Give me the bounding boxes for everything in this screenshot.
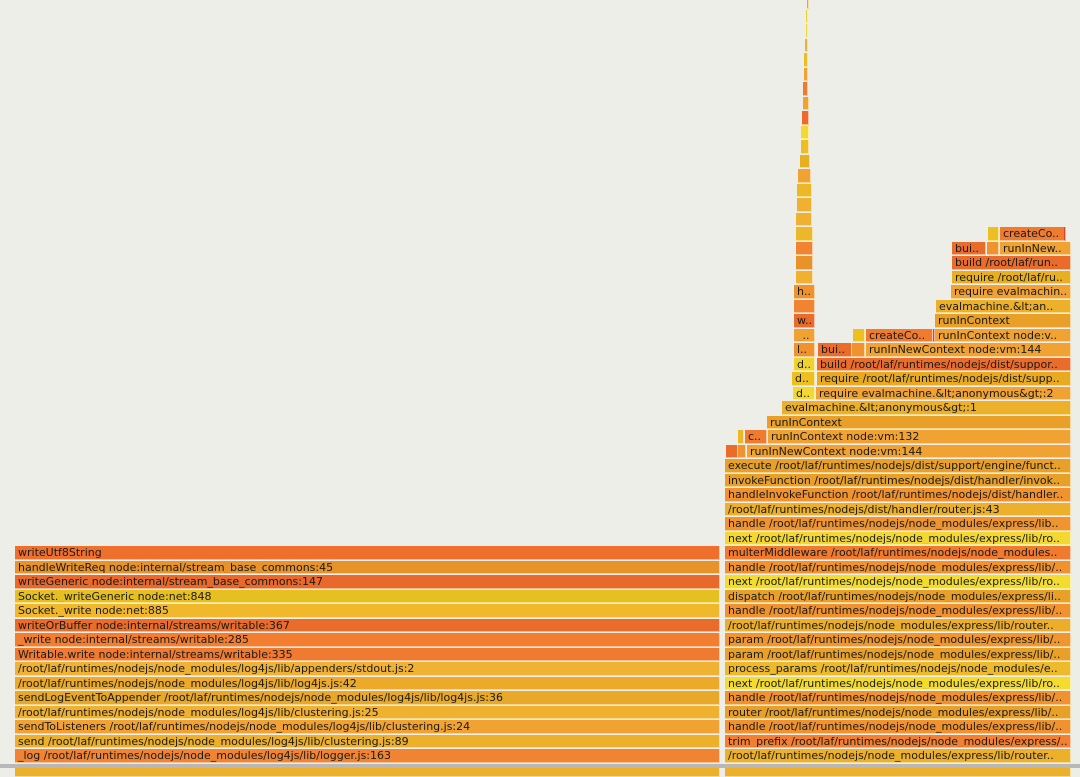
flame-frame[interactable]: handle /root/laf/runtimes/nodejs/node_mo… <box>725 691 1071 705</box>
flame-frame[interactable]: router /root/laf/runtimes/nodejs/node_mo… <box>725 706 1071 720</box>
flame-frame[interactable] <box>796 227 813 241</box>
flame-frame[interactable]: d.. <box>794 358 815 372</box>
flame-frame[interactable]: require /root/laf/runtimes/nodejs/dist/s… <box>817 372 1071 386</box>
flame-frame[interactable]: /root/laf/runtimes/nodejs/node_modules/e… <box>725 749 1071 763</box>
flame-frame[interactable]: require /root/laf/ru.. <box>952 271 1071 285</box>
flame-frame[interactable]: require evalmachin.. <box>951 285 1071 299</box>
flame-frame[interactable]: _.. <box>794 329 815 343</box>
flame-frame[interactable]: /root/laf/runtimes/nodejs/dist/handler/r… <box>725 503 1071 517</box>
flame-frame[interactable] <box>797 184 812 198</box>
horizontal-scrollbar[interactable] <box>0 764 1080 768</box>
flame-frame[interactable]: next /root/laf/runtimes/nodejs/node_modu… <box>725 575 1071 589</box>
flame-frame[interactable] <box>807 0 809 9</box>
flame-frame[interactable]: build /root/laf/runtimes/nodejs/dist/sup… <box>817 358 1071 372</box>
flame-frame[interactable]: evalmachine.&lt;an.. <box>936 300 1071 314</box>
flame-frame[interactable] <box>806 24 808 38</box>
flame-frame[interactable]: handleWriteReq node:internal/stream_base… <box>15 561 720 575</box>
flame-frame[interactable] <box>803 82 808 96</box>
flame-frame[interactable] <box>803 97 809 111</box>
flame-frame[interactable]: _log /root/laf/runtimes/nodejs/node_modu… <box>15 749 720 763</box>
flame-frame[interactable]: /root/laf/runtimes/nodejs/node_modules/l… <box>15 677 720 691</box>
flame-frame[interactable] <box>853 329 865 343</box>
flame-frame[interactable]: send /root/laf/runtimes/nodejs/node_modu… <box>15 735 720 749</box>
flame-frame[interactable]: l.. <box>794 343 815 357</box>
flame-frame[interactable]: c.. <box>745 430 767 444</box>
flame-frame[interactable]: trim_prefix /root/laf/runtimes/nodejs/no… <box>725 735 1071 749</box>
flame-frame[interactable]: d.. <box>792 372 815 386</box>
flame-frame[interactable]: sendLogEventToAppender /root/laf/runtime… <box>15 691 720 705</box>
flame-frame[interactable]: require evalmachine.&lt;anonymous&gt;:2 <box>816 387 1071 401</box>
flame-frame[interactable] <box>988 227 999 241</box>
flame-frame[interactable]: runInNew.. <box>1000 242 1071 256</box>
flame-frame[interactable] <box>800 155 810 169</box>
flame-frame[interactable]: runInContext <box>767 416 1071 430</box>
flame-frame[interactable]: Socket._write node:net:885 <box>15 604 720 618</box>
flame-frame[interactable]: build /root/laf/run.. <box>952 256 1071 270</box>
flame-frame[interactable] <box>987 242 999 256</box>
flame-frame[interactable] <box>1064 227 1066 241</box>
flame-frame[interactable] <box>796 242 813 256</box>
flame-frame[interactable] <box>738 445 746 459</box>
flame-frame[interactable]: next /root/laf/runtimes/nodejs/node_modu… <box>725 532 1071 546</box>
flame-frame[interactable] <box>796 213 812 227</box>
flame-frame[interactable]: Socket._writeGeneric node:net:848 <box>15 590 720 604</box>
flame-frame[interactable]: h.. <box>794 285 815 299</box>
flame-frame[interactable]: param /root/laf/runtimes/nodejs/node_mod… <box>725 633 1071 647</box>
flame-frame[interactable]: runInNewContext node:vm:144 <box>747 445 1071 459</box>
flame-frame[interactable] <box>852 343 865 357</box>
flame-frame[interactable]: _write node:internal/streams/writable:28… <box>15 633 720 647</box>
flame-frame[interactable]: next /root/laf/runtimes/nodejs/node_modu… <box>725 677 1071 691</box>
flame-frame[interactable]: /root/laf/runtimes/nodejs/node_modules/l… <box>15 706 720 720</box>
flame-frame[interactable]: handleInvokeFunction /root/laf/runtimes/… <box>725 488 1071 502</box>
flame-frame[interactable]: execute /root/laf/runtimes/nodejs/dist/s… <box>725 459 1071 473</box>
flame-frame[interactable]: invokeFunction /root/laf/runtimes/nodejs… <box>725 474 1071 488</box>
flame-frame[interactable] <box>796 256 813 270</box>
flame-frame[interactable] <box>804 68 808 82</box>
flame-frame[interactable]: runInContext <box>935 314 1071 328</box>
flame-frame[interactable]: evalmachine.&lt;anonymous&gt;:1 <box>782 401 1071 415</box>
flame-frame[interactable]: /root/laf/runtimes/nodejs/node_modules/e… <box>725 619 1071 633</box>
flame-frame[interactable] <box>797 198 812 212</box>
flame-frame[interactable] <box>806 10 808 24</box>
flame-frame[interactable]: w.. <box>794 314 815 328</box>
flame-frame[interactable] <box>801 126 809 140</box>
flame-frame[interactable]: dispatch /root/laf/runtimes/nodejs/node_… <box>725 590 1071 604</box>
flame-frame[interactable] <box>804 53 808 67</box>
flame-frame[interactable]: param /root/laf/runtimes/nodejs/node_mod… <box>725 648 1071 662</box>
flame-frame[interactable]: handle /root/laf/runtimes/nodejs/node_mo… <box>725 517 1071 531</box>
flame-frame[interactable]: runInContext node:v.. <box>935 329 1071 343</box>
flame-frame[interactable]: handle /root/laf/runtimes/nodejs/node_mo… <box>725 604 1071 618</box>
flame-frame[interactable]: writeUtf8String <box>15 546 720 560</box>
flame-frame[interactable]: /root/laf/runtimes/nodejs/node_modules/l… <box>15 662 720 676</box>
flame-frame[interactable]: sendToListeners /root/laf/runtimes/nodej… <box>15 720 720 734</box>
flame-frame[interactable] <box>726 445 738 459</box>
flame-frame[interactable]: process_params /root/laf/runtimes/nodejs… <box>725 662 1071 676</box>
flame-frame[interactable]: runInContext node:vm:132 <box>768 430 1071 444</box>
flame-frame[interactable] <box>796 271 813 285</box>
flame-frame[interactable]: writeOrBuffer node:internal/streams/writ… <box>15 619 720 633</box>
flame-frame[interactable] <box>805 39 808 53</box>
flame-frame[interactable]: Writable.write node:internal/streams/wri… <box>15 648 720 662</box>
flame-frame[interactable] <box>798 169 811 183</box>
flame-frame[interactable] <box>802 111 809 125</box>
flame-frame[interactable] <box>794 300 815 314</box>
flame-frame[interactable]: createCo.. <box>1000 227 1066 241</box>
flame-frame[interactable]: runInNewContext node:vm:144 <box>866 343 1071 357</box>
flame-frame[interactable]: createCo.. <box>866 329 933 343</box>
flame-frame[interactable]: handle /root/laf/runtimes/nodejs/node_mo… <box>725 720 1071 734</box>
flame-frame[interactable] <box>738 430 744 444</box>
flame-frame[interactable]: d.. <box>793 387 815 401</box>
flame-frame[interactable] <box>801 140 809 154</box>
flame-frame[interactable]: bui.. <box>818 343 852 357</box>
flame-frame[interactable]: bui.. <box>952 242 986 256</box>
flame-frame[interactable]: multerMiddleware /root/laf/runtimes/node… <box>725 546 1071 560</box>
flame-frame[interactable]: writeGeneric node:internal/stream_base_c… <box>15 575 720 589</box>
flame-frame[interactable]: handle /root/laf/runtimes/nodejs/node_mo… <box>725 561 1071 575</box>
